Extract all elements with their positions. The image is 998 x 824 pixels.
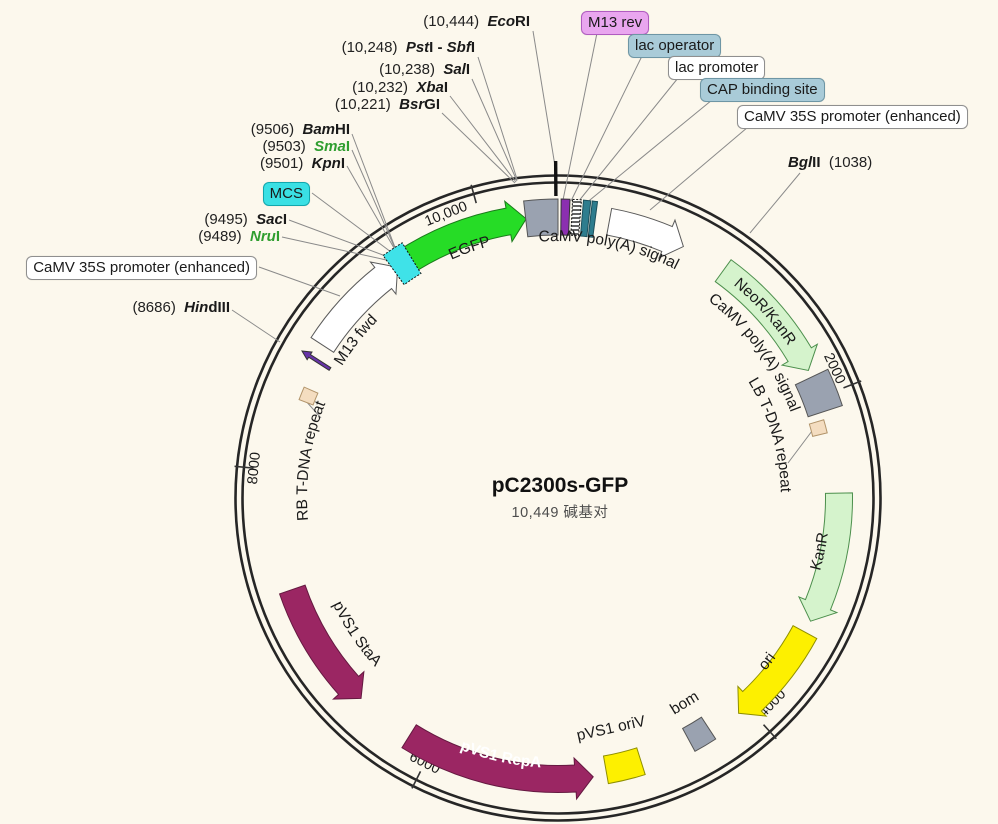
plasmid-name: pC2300s-GFP <box>491 474 629 497</box>
connector-line <box>787 430 813 464</box>
enzyme-label-bamhi[interactable]: (9506) BamHI <box>250 121 350 138</box>
label-m13-rev[interactable]: M13 rev <box>581 11 650 35</box>
callout-line <box>577 77 679 203</box>
callout-line <box>288 219 400 262</box>
feature-m13-fwd[interactable] <box>301 350 332 372</box>
enzyme-label-kpni[interactable]: (9501) KpnI <box>259 155 345 172</box>
plasmid-title: pC2300s-GFP 10,449 碱基对 <box>408 474 712 522</box>
label-camv-35s-promoter-enhanced[interactable]: CaMV 35S promoter (enhanced) <box>26 256 257 280</box>
enzyme-label-bsrgi[interactable]: (10,221) BsrGI <box>334 96 440 113</box>
label-cap-binding-site[interactable]: CAP binding site <box>700 78 825 102</box>
feature-pvs1-repa[interactable] <box>401 724 594 801</box>
feature-lb-t-dna-repeat[interactable] <box>808 419 828 437</box>
feature-pvs1-staa[interactable] <box>278 584 365 700</box>
enzyme-label-bglii[interactable]: BglII (1038) <box>788 154 873 171</box>
feature-lac-operator[interactable] <box>570 198 582 237</box>
callout-line <box>749 172 801 234</box>
callout-line <box>441 112 516 184</box>
tick-label-8000: 8000 <box>245 451 264 485</box>
enzyme-label-saci[interactable]: (9495) SacI <box>204 211 287 228</box>
callout-line <box>649 126 749 211</box>
enzyme-label-xbai[interactable]: (10,232) XbaI <box>352 79 448 96</box>
enzyme-label-psti-sbfi[interactable]: (10,248) PstI - SbfI <box>341 39 475 56</box>
feature-pvs1-oriv[interactable] <box>602 747 646 785</box>
enzyme-label-hindiii[interactable]: (8686) HindIII <box>132 299 230 316</box>
feature-rb-t-dna-repeat[interactable] <box>298 386 319 406</box>
tick-10-000 <box>470 184 477 204</box>
label-lac-promoter[interactable]: lac promoter <box>668 56 766 80</box>
callout-line <box>449 95 517 183</box>
callout-line <box>570 55 643 202</box>
label-mcs[interactable]: MCS <box>262 182 310 206</box>
feature-camv-poly-a-signal-2[interactable] <box>794 368 844 418</box>
callout-line <box>562 32 598 201</box>
feature-ori[interactable] <box>737 624 818 717</box>
plasmid-size: 10,449 碱基对 <box>511 505 609 521</box>
enzyme-label-sali[interactable]: (10,238) SalI <box>379 61 470 78</box>
feature-m13-rev[interactable] <box>560 198 571 236</box>
backbone-outer-ring <box>234 174 882 822</box>
callout-line <box>281 236 401 264</box>
feature-camv-poly-a-signal[interactable] <box>523 198 559 238</box>
feature-camv-35s-promoter-enhanced-2[interactable] <box>606 207 684 259</box>
enzyme-label-ecori[interactable]: (10,444) EcoRI <box>423 13 530 30</box>
backbone-inner-ring <box>241 181 875 815</box>
feature-mcs[interactable] <box>382 242 422 286</box>
feature-lac-promoter[interactable] <box>579 199 592 238</box>
callout-line <box>258 266 341 297</box>
tick-6000 <box>411 771 422 789</box>
callout-line <box>477 56 518 180</box>
feature-camv-35s-promoter-enhanced[interactable] <box>310 261 399 354</box>
enzyme-label-nrui[interactable]: (9489) NruI <box>198 228 280 245</box>
feature-bom[interactable] <box>681 716 717 753</box>
tick-4000 <box>762 724 777 740</box>
callout-line <box>351 149 398 254</box>
feature-kanr[interactable] <box>797 492 853 622</box>
tick-8000 <box>234 465 254 469</box>
callout-line <box>471 78 518 182</box>
callout-line <box>584 99 713 205</box>
label-camv-35s-promoter-enhanced[interactable]: CaMV 35S promoter (enhanced) <box>737 105 968 129</box>
callout-line <box>231 309 281 343</box>
callout-line <box>311 192 400 259</box>
label-lac-operator[interactable]: lac operator <box>628 34 722 58</box>
feature-label-ori[interactable]: ori <box>755 650 779 674</box>
feature-neor-kanr[interactable] <box>714 259 819 372</box>
enzyme-label-smai[interactable]: (9503) SmaI <box>262 138 350 155</box>
callout-line <box>532 30 556 167</box>
tick-2000 <box>843 380 862 389</box>
callout-line <box>346 165 399 256</box>
callout-line <box>351 133 397 251</box>
feature-cap-binding-site[interactable] <box>587 200 599 238</box>
